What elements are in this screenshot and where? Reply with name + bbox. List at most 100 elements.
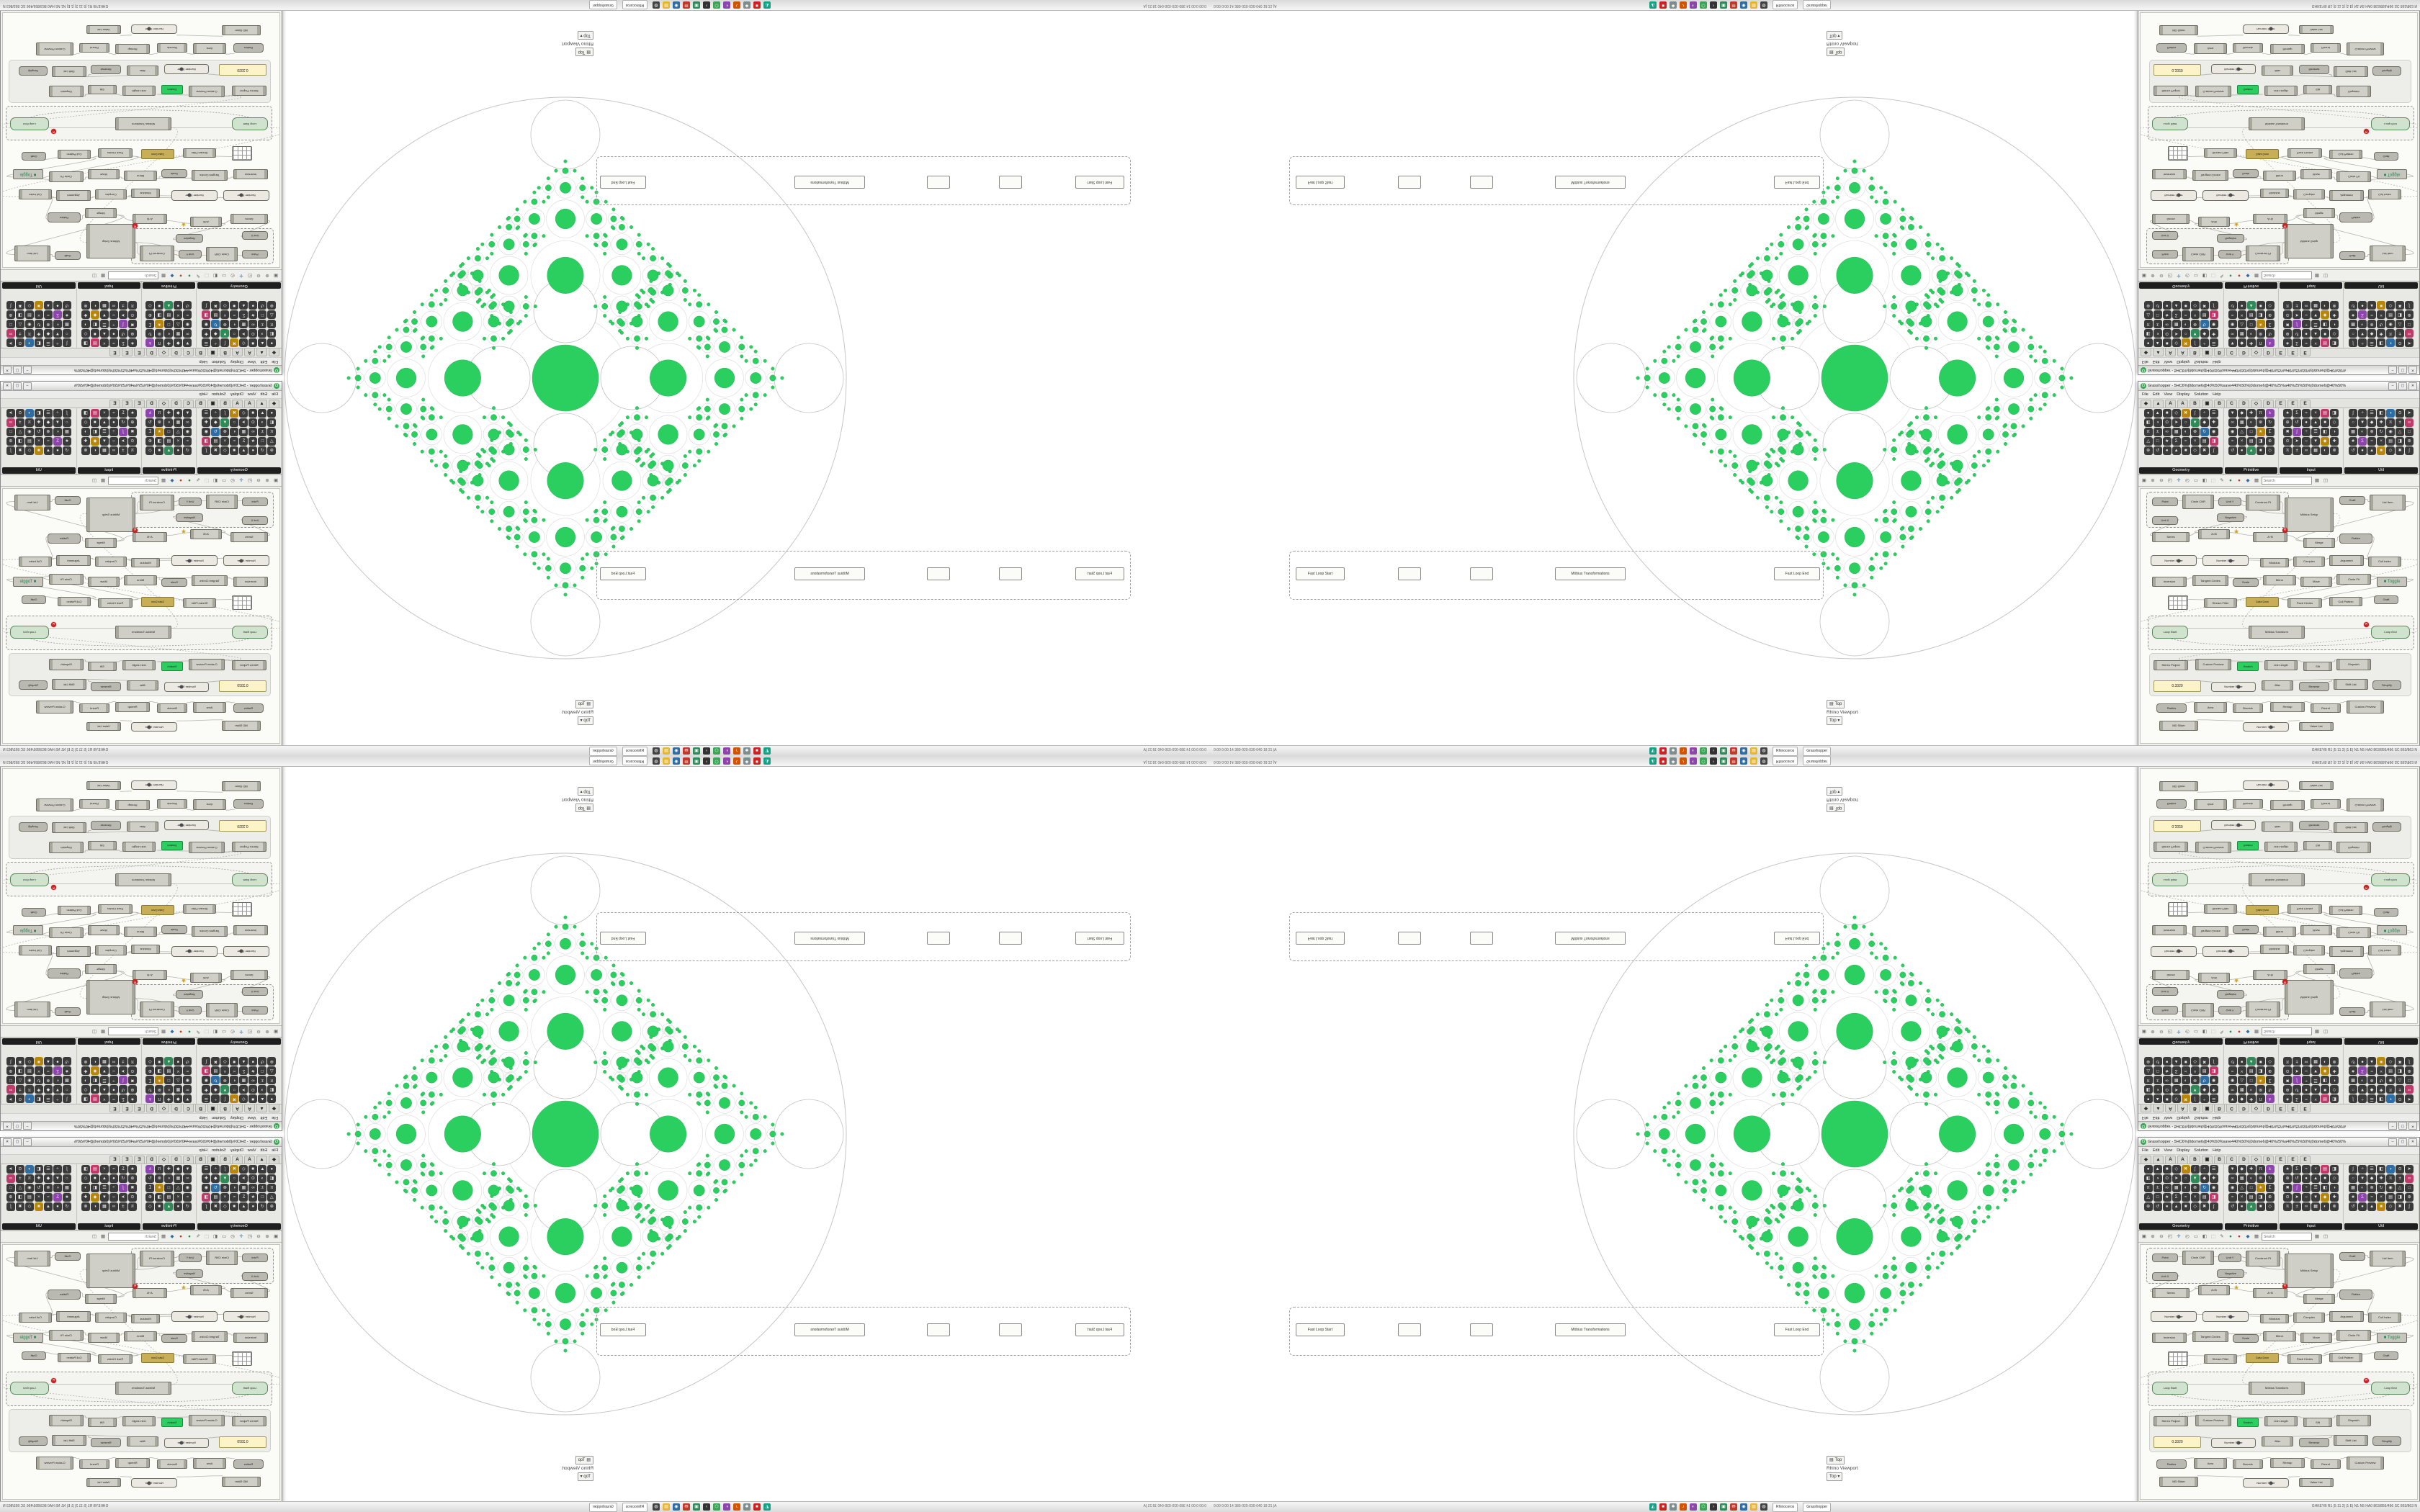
palette-icon[interactable]: ⊕ [145, 1066, 155, 1075]
toolbar-icon[interactable]: ▦ [161, 477, 166, 483]
palette-icon[interactable]: ★ [248, 310, 258, 319]
rhino-viewport[interactable]: Fast Loop Start Möbius Transformations F… [0, 0, 1210, 378]
palette-icon[interactable]: ▲ [2311, 418, 2321, 427]
palette-icon[interactable]: ◆ [2200, 329, 2209, 338]
menu-item-view[interactable]: View [2164, 359, 2173, 364]
gh-node[interactable]: Graft [2339, 496, 2365, 505]
palette-icon[interactable]: ⊗ [2190, 320, 2200, 328]
canvas-search-input[interactable] [108, 1027, 158, 1035]
toolbar-icon[interactable]: ⊖ [2159, 273, 2164, 279]
toolbar-icon[interactable]: ● [188, 273, 191, 279]
gh-node[interactable]: Stream Filter [2204, 148, 2237, 158]
gh-node[interactable]: Modulus [2260, 189, 2289, 198]
palette-icon[interactable]: ◉ [24, 428, 34, 436]
gh-node[interactable]: Unit X [2152, 231, 2178, 240]
palette-icon[interactable]: ± [258, 1076, 267, 1084]
palette-icon[interactable]: ☰ [2311, 320, 2321, 328]
palette-icon[interactable]: ◧ [2143, 418, 2153, 427]
grasshopper-canvas[interactable]: Point Circle CNR Unit Y Construct Pt Möbius … [2, 488, 280, 744]
palette-icon[interactable]: ◐ [230, 1076, 239, 1084]
gh-node[interactable]: Loop Start [232, 117, 268, 130]
record-icon[interactable]: ■ [753, 757, 761, 765]
gh-node[interactable]: Number Slider [223, 946, 269, 957]
palette-icon[interactable]: ★ [62, 310, 71, 319]
palette-icon[interactable]: ◧ [2321, 320, 2330, 328]
palette-icon[interactable]: ▦ [62, 428, 71, 436]
viewport-tab-top[interactable]: ▤ Top [575, 48, 593, 56]
gh-node[interactable]: Data Dam [141, 597, 174, 607]
grasshopper-icon[interactable]: ⬡ [713, 747, 720, 755]
palette-icon[interactable]: ★ [2256, 320, 2265, 328]
palette-icon[interactable]: ■ [2321, 418, 2330, 427]
gh-node[interactable]: A×B [190, 973, 222, 983]
menu-item-help[interactable]: Help [199, 359, 207, 364]
palette-group-label[interactable]: Geometry [2139, 282, 2223, 289]
palette-icon[interactable]: ◨ [202, 1066, 211, 1075]
viewport-tab-top-dropdown[interactable]: Top ▾ [577, 787, 593, 796]
palette-icon[interactable]: ± [118, 301, 127, 310]
component-tab[interactable]: ▣ [207, 400, 218, 408]
palette-icon[interactable]: ± [15, 418, 24, 427]
palette-icon[interactable]: ◑ [81, 428, 90, 436]
gh-node[interactable]: Simplify [19, 680, 48, 690]
toolbar-icon[interactable]: ◴ [230, 1029, 235, 1035]
palette-icon[interactable]: □ [164, 320, 174, 328]
gh-node[interactable]: ★ [2233, 527, 2240, 535]
palette-icon[interactable]: ± [145, 338, 155, 347]
palette-icon[interactable]: ⊕ [267, 301, 277, 310]
palette-icon[interactable]: ◧ [267, 329, 277, 338]
component-tab[interactable]: D [2238, 400, 2249, 408]
palette-icon[interactable]: ■ [155, 446, 164, 455]
gh-node[interactable]: Circle Fit [49, 927, 84, 938]
error-badge[interactable]: ✕ [2282, 528, 2287, 533]
palette-icon[interactable]: ★ [62, 437, 71, 446]
palette-icon[interactable]: ÷ [53, 1094, 62, 1103]
palette-icon[interactable]: ▲ [2367, 301, 2377, 310]
palette-icon[interactable]: ✖ [230, 409, 239, 418]
palette-icon[interactable]: □ [2246, 320, 2256, 328]
band-box-loop-end[interactable]: Fast Loop End [600, 932, 646, 945]
gh-node[interactable]: Scale [161, 578, 187, 587]
gh-node[interactable]: Move [88, 925, 120, 935]
palette-icon[interactable]: ▼ [183, 409, 192, 418]
rhino-icon[interactable]: ◍ [1760, 1, 1767, 9]
palette-icon[interactable]: ✚ [164, 409, 174, 418]
palette-icon[interactable]: ◨ [202, 310, 211, 319]
palette-icon[interactable]: ✚ [34, 329, 43, 338]
gh-node[interactable]: Circle CNR [2182, 247, 2214, 261]
palette-icon[interactable]: □ [258, 1066, 267, 1075]
palette-icon[interactable]: ± [258, 320, 267, 328]
palette-icon[interactable]: ◐ [90, 301, 99, 310]
palette-icon[interactable]: ⊗ [2367, 428, 2377, 436]
palette-icon[interactable]: ÷ [211, 1094, 220, 1103]
palette-icon[interactable]: ◧ [267, 1085, 277, 1094]
gh-node[interactable]: Merge [85, 208, 117, 218]
toolbar-icon[interactable]: ◫ [2323, 273, 2329, 279]
gh-node[interactable]: ■ Toggle [13, 169, 43, 179]
band-box-tick[interactable] [1470, 176, 1493, 189]
palette-icon[interactable]: ◐ [2246, 418, 2256, 427]
gh-node[interactable]: Circle CNR [206, 495, 238, 509]
palette-icon[interactable]: ✖ [15, 446, 24, 455]
palette-icon[interactable]: ◑ [258, 1085, 267, 1094]
gh-node[interactable]: Swatch [161, 841, 183, 850]
palette-icon[interactable]: ▤ [2321, 409, 2330, 418]
palette-group-label[interactable]: Geometry [2139, 467, 2223, 474]
toolbar-icon[interactable]: ▦ [2254, 273, 2259, 279]
palette-icon[interactable]: ■ [2256, 301, 2265, 310]
palette-icon[interactable]: ◨ [2209, 437, 2218, 446]
palette-group-label[interactable]: Input [2280, 282, 2343, 289]
toolbar-icon[interactable]: ◫ [91, 273, 97, 279]
slider-knob[interactable] [2177, 194, 2181, 197]
palette-icon[interactable]: ☰ [202, 409, 211, 418]
palette-icon[interactable]: ± [118, 1057, 127, 1066]
palette-icon[interactable]: △ [2396, 320, 2405, 328]
toolbar-icon[interactable]: ⬚ [204, 1029, 210, 1035]
gh-node[interactable]: Negative [2217, 234, 2244, 243]
maximize-button[interactable]: ▢ [13, 1122, 22, 1130]
palette-icon[interactable]: ▤ [2246, 310, 2256, 319]
palette-icon[interactable]: ◆ [2321, 437, 2330, 446]
component-tab[interactable]: ◇ [2251, 400, 2262, 408]
component-tab[interactable]: ▲ [256, 400, 267, 408]
gh-node[interactable]: Reverse [2299, 65, 2329, 74]
